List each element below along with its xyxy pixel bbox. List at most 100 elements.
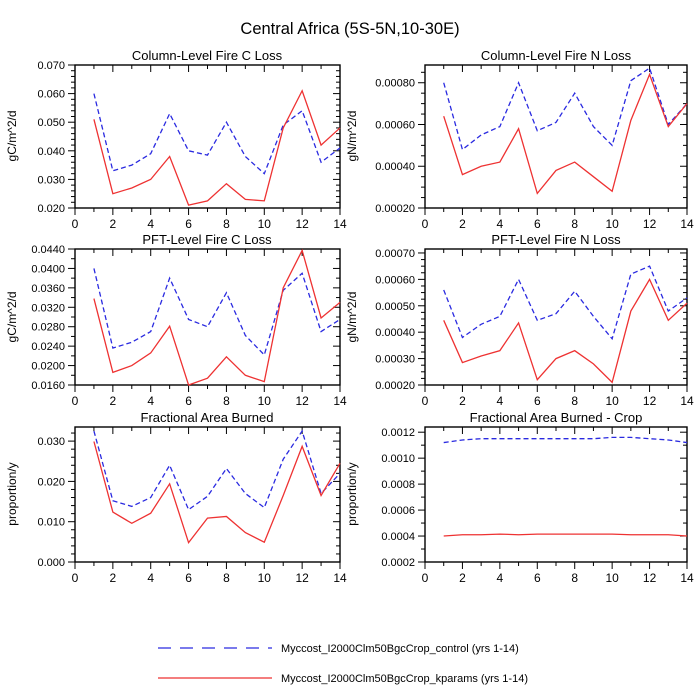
subplot-column-level-fire-n-loss: 0 2 4 6 8 10 12 14 0.00020 0.00040 0.00060 0.00080 (375, 64, 694, 231)
page-title: Central Africa (5S-5N,10-30E) (240, 20, 459, 38)
y-tick-label: 0.0160 (31, 380, 65, 392)
x-tick-label: 8 (571, 217, 578, 231)
x-tick-label: 4 (497, 571, 504, 585)
x-tick-label: 14 (333, 217, 347, 231)
kparams-series-line (443, 533, 688, 537)
x-tick-label: 14 (680, 217, 694, 231)
chart-title-frac-burned-crop: Fractional Area Burned - Crop (470, 410, 643, 425)
y-tick-label: 0.040 (37, 146, 65, 158)
chart-title-column-fire-n: Column-Level Fire N Loss (481, 48, 632, 63)
x-tick-label: 4 (147, 217, 154, 231)
y-tick-label: 0.00060 (375, 119, 415, 131)
y-tick-label: 0.00030 (375, 354, 415, 366)
y-tick-label: 0.030 (37, 174, 65, 186)
y-tick-label: 0.070 (37, 60, 65, 72)
y-tick-label: 0.0360 (31, 283, 65, 295)
y-tick-label: 0.00040 (375, 327, 415, 339)
plot-frame (74, 248, 341, 386)
x-tick-label: 0 (422, 217, 429, 231)
x-tick-label: 14 (333, 394, 347, 408)
x-tick-label: 10 (605, 571, 619, 585)
control-series-line (93, 93, 341, 175)
x-tick-label: 6 (185, 217, 192, 231)
y-tick-label: 0.0004 (381, 531, 415, 543)
x-tick-label: 2 (459, 217, 466, 231)
x-tick-label: 2 (110, 217, 117, 231)
y-tick-label: 0.00080 (375, 78, 415, 90)
y-tick-label: 0.020 (37, 476, 65, 488)
x-tick-label: 6 (534, 571, 541, 585)
y-tick-label: 0.060 (37, 89, 65, 101)
y-tick-label: 0.0012 (381, 427, 415, 439)
plot-frame (74, 64, 341, 209)
y-tick-label: 0.00050 (375, 301, 415, 313)
y-tick-label: 0.00070 (375, 248, 415, 260)
y-tick-label: 0.050 (37, 117, 65, 129)
x-tick-label: 10 (605, 394, 619, 408)
x-tick-label: 14 (333, 571, 347, 585)
plot-frame (424, 426, 688, 563)
y-tick-label: 0.00040 (375, 161, 415, 173)
chart-title-pft-fire-n: PFT-Level Fire N Loss (491, 232, 621, 247)
control-series-line (93, 268, 341, 357)
x-tick-label: 2 (459, 571, 466, 585)
x-tick-label: 12 (295, 571, 309, 585)
x-tick-label: 2 (459, 394, 466, 408)
x-tick-label: 6 (534, 394, 541, 408)
y-tick-label: 0.0008 (381, 479, 415, 491)
y-tick-label: 0.00020 (375, 203, 415, 215)
y-tick-label: 0.020 (37, 203, 65, 215)
y-tick-label: 0.0440 (31, 244, 65, 256)
x-tick-label: 12 (295, 394, 309, 408)
x-tick-label: 10 (605, 217, 619, 231)
control-series-line (443, 67, 688, 151)
x-tick-label: 8 (571, 394, 578, 408)
y-tick-label: 0.00020 (375, 380, 415, 392)
y-tick-label: 0.00060 (375, 274, 415, 286)
kparams-series-line (93, 89, 341, 206)
axis-ticks (418, 65, 688, 215)
kparams-series-line (93, 248, 341, 386)
control-series-line (93, 429, 341, 511)
ylabel-frac-burned-crop: proportion/y (345, 462, 359, 525)
kparams-series-line (443, 72, 688, 195)
x-tick-label: 4 (147, 571, 154, 585)
control-series-line (443, 265, 688, 341)
x-tick-label: 10 (258, 571, 272, 585)
x-tick-label: 8 (571, 571, 578, 585)
y-tick-label: 0.0240 (31, 341, 65, 353)
kparams-series-line (93, 441, 341, 545)
x-tick-label: 0 (422, 571, 429, 585)
axis-ticks (418, 249, 688, 392)
y-tick-label: 0.010 (37, 517, 65, 529)
chart-title-frac-burned: Fractional Area Burned (141, 410, 274, 425)
y-tick-label: 0.0400 (31, 263, 65, 275)
x-tick-label: 4 (497, 217, 504, 231)
y-tick-label: 0.0200 (31, 361, 65, 373)
legend: Myccost_I2000Clm50BgcCrop_control (yrs 1… (158, 643, 528, 685)
plot-frame (424, 248, 688, 386)
x-tick-label: 14 (680, 571, 694, 585)
axis-ticks (418, 427, 688, 569)
x-tick-label: 6 (185, 571, 192, 585)
y-tick-label: 0.000 (37, 557, 65, 569)
kparams-series-line (443, 277, 688, 384)
y-tick-label: 0.0002 (381, 557, 415, 569)
chart-title-pft-fire-c: PFT-Level Fire C Loss (142, 232, 272, 247)
y-tick-label: 0.0280 (31, 322, 65, 334)
legend-kparams-label: Myccost_I2000Clm50BgcCrop_kparams (yrs 1… (281, 673, 528, 685)
ylabel-column-fire-n: gN/m^2/d (345, 111, 359, 162)
x-tick-label: 10 (258, 217, 272, 231)
ylabel-pft-fire-n: gN/m^2/d (345, 292, 359, 343)
y-tick-label: 0.0006 (381, 505, 415, 517)
x-tick-label: 12 (643, 217, 657, 231)
ylabel-frac-burned: proportion/y (5, 462, 19, 525)
x-tick-label: 4 (147, 394, 154, 408)
axis-ticks (68, 427, 341, 569)
y-tick-label: 0.0320 (31, 302, 65, 314)
x-tick-label: 2 (110, 394, 117, 408)
subplot-pft-level-fire-c-loss: 0 2 4 6 8 10 12 14 0.0160 0.0200 0.0240 0.0280 0.032… (31, 244, 347, 408)
x-tick-label: 12 (643, 571, 657, 585)
